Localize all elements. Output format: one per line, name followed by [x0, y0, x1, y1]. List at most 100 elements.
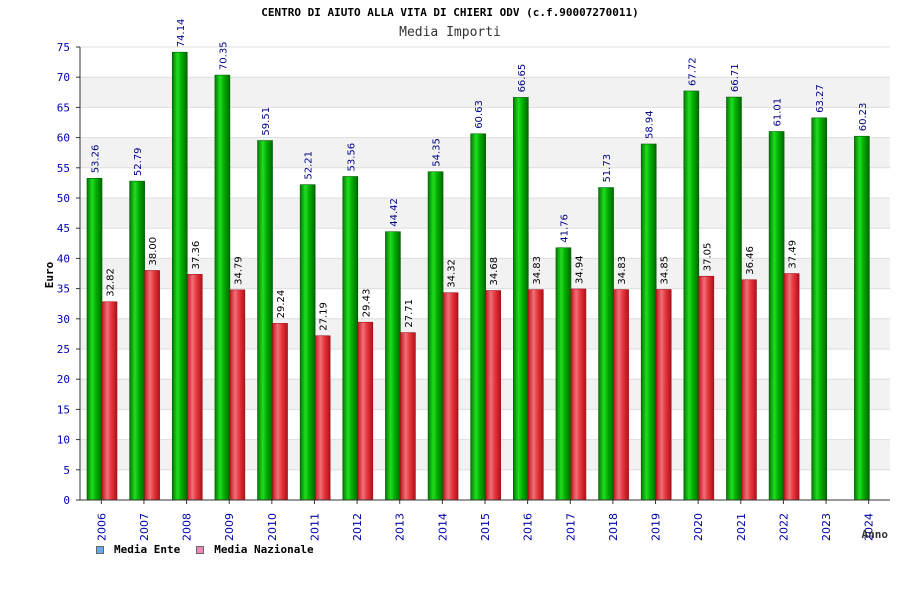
label-media-nazionale-2016: 34.83	[532, 256, 543, 285]
legend-swatch-ente	[96, 545, 104, 554]
label-media-nazionale-2011: 27.19	[319, 302, 330, 331]
bar-media-ente-2008	[171, 51, 188, 501]
y-tick-label: 65	[57, 101, 70, 114]
y-tick-label: 70	[57, 71, 70, 84]
x-tick-label-2011: 2011	[308, 513, 321, 541]
label-media-ente-2020: 67.72	[687, 57, 698, 86]
y-axis-label: Euro	[43, 261, 56, 288]
label-media-ente-2015: 60.63	[474, 100, 485, 129]
y-tick-label: 35	[57, 283, 70, 296]
label-media-ente-2011: 52.21	[304, 151, 315, 180]
legend-label-ente: Media Ente	[114, 543, 181, 556]
label-media-ente-2006: 53.26	[91, 145, 102, 174]
bar-media-nazionale-2009	[229, 289, 246, 501]
bar-media-ente-2013	[385, 231, 401, 501]
bar-media-ente-2011	[299, 184, 316, 501]
x-tick-label-2018: 2018	[607, 513, 620, 541]
bars	[86, 51, 870, 501]
bar-media-nazionale-2022	[783, 273, 800, 501]
legend-item-nazionale: Media Nazionale	[196, 543, 314, 556]
bar-media-ente-2024	[854, 135, 870, 501]
label-media-nazionale-2022: 37.49	[788, 240, 799, 269]
x-tick-label-2009: 2009	[223, 513, 236, 541]
bar-labels: 53.26 32.82 52.79 38.00 74.14 37.36 70.35 34.79…	[91, 19, 869, 331]
bar-media-nazionale-2016	[528, 289, 544, 501]
x-tick-label-2017: 2017	[564, 513, 577, 541]
bar-media-nazionale-2008	[186, 274, 203, 501]
bar-media-nazionale-2017	[570, 288, 587, 501]
legend-label-nazionale: Media Nazionale	[214, 543, 314, 556]
bar-media-nazionale-2011	[314, 335, 331, 501]
label-media-nazionale-2013: 27.71	[404, 299, 415, 328]
legend-swatch-nazionale	[196, 545, 205, 554]
label-media-nazionale-2012: 29.43	[361, 289, 372, 318]
bar-media-ente-2023	[811, 117, 828, 501]
bar-media-ente-2010	[257, 140, 273, 501]
label-media-nazionale-2021: 36.46	[745, 246, 756, 275]
label-media-nazionale-2019: 34.85	[660, 256, 671, 285]
y-tick-label: 40	[57, 252, 70, 265]
y-tick-label: 15	[57, 403, 70, 416]
bar-media-nazionale-2010	[272, 323, 288, 501]
bar-media-nazionale-2021	[741, 279, 757, 501]
x-tick-labels: 2006 2007 2008 2009 2010 2011 2012 2013 2014 2015…	[95, 500, 876, 541]
x-tick-label-2014: 2014	[436, 513, 449, 541]
bar-media-ente-2020	[683, 90, 700, 501]
bar-media-ente-2007	[129, 180, 145, 501]
x-tick-label-2020: 2020	[692, 513, 705, 541]
x-tick-label-2023: 2023	[820, 513, 833, 541]
y-tick-label: 0	[63, 494, 70, 507]
label-media-ente-2008: 74.14	[176, 19, 187, 48]
label-media-ente-2013: 44.42	[389, 198, 400, 227]
label-media-ente-2012: 53.56	[346, 143, 357, 172]
bar-media-ente-2015	[470, 133, 486, 501]
y-tick-label: 10	[57, 434, 70, 447]
bar-media-nazionale-2015	[485, 290, 501, 501]
label-media-nazionale-2018: 34.83	[617, 256, 628, 285]
y-tick-label: 55	[57, 162, 70, 175]
chart-title: CENTRO DI AIUTO ALLA VITA DI CHIERI ODV …	[261, 6, 639, 19]
x-tick-label-2012: 2012	[351, 513, 364, 541]
label-media-ente-2023: 63.27	[815, 84, 826, 113]
bar-media-nazionale-2014	[442, 292, 459, 501]
y-tick-label: 5	[63, 464, 70, 477]
x-tick-label-2007: 2007	[138, 513, 151, 541]
label-media-ente-2016: 66.65	[517, 64, 528, 93]
x-tick-label-2022: 2022	[777, 513, 790, 541]
label-media-ente-2007: 52.79	[133, 148, 144, 177]
y-tick-label: 25	[57, 343, 70, 356]
bar-media-nazionale-2006	[101, 301, 118, 501]
label-media-ente-2024: 60.23	[858, 103, 869, 132]
chart-subtitle: Media Importi	[399, 25, 501, 40]
bar-media-nazionale-2019	[655, 289, 672, 501]
bar-media-ente-2016	[513, 97, 529, 501]
bar-media-nazionale-2018	[613, 289, 629, 501]
y-tick-label: 60	[57, 132, 70, 145]
legend: Media Ente Media Nazionale	[96, 543, 330, 556]
x-tick-label-2024: 2024	[863, 513, 876, 541]
label-media-ente-2019: 58.94	[645, 110, 656, 139]
bar-media-nazionale-2020	[698, 275, 715, 501]
label-media-nazionale-2006: 32.82	[106, 268, 117, 297]
x-tick-label-2006: 2006	[95, 513, 108, 541]
legend-item-ente: Media Ente	[96, 543, 180, 556]
x-tick-label-2019: 2019	[650, 513, 663, 541]
label-media-ente-2017: 41.76	[559, 214, 570, 243]
bar-media-ente-2022	[768, 131, 785, 501]
y-tick-label: 45	[57, 222, 70, 235]
x-axis-label: Anno	[862, 528, 889, 541]
label-media-nazionale-2009: 34.79	[233, 256, 244, 285]
label-media-ente-2009: 70.35	[218, 41, 229, 70]
label-media-nazionale-2007: 38.00	[148, 237, 159, 266]
bar-media-nazionale-2007	[144, 270, 160, 501]
y-tick-label: 30	[57, 313, 70, 326]
y-tick-label: 75	[57, 41, 70, 54]
label-media-ente-2018: 51.73	[602, 154, 613, 183]
bar-media-ente-2006	[86, 178, 103, 501]
bar-media-nazionale-2012	[357, 321, 374, 501]
x-tick-label-2013: 2013	[394, 513, 407, 541]
x-tick-label-2021: 2021	[735, 513, 748, 541]
bar-media-ente-2017	[555, 247, 572, 501]
y-tick-label: 50	[57, 192, 70, 205]
